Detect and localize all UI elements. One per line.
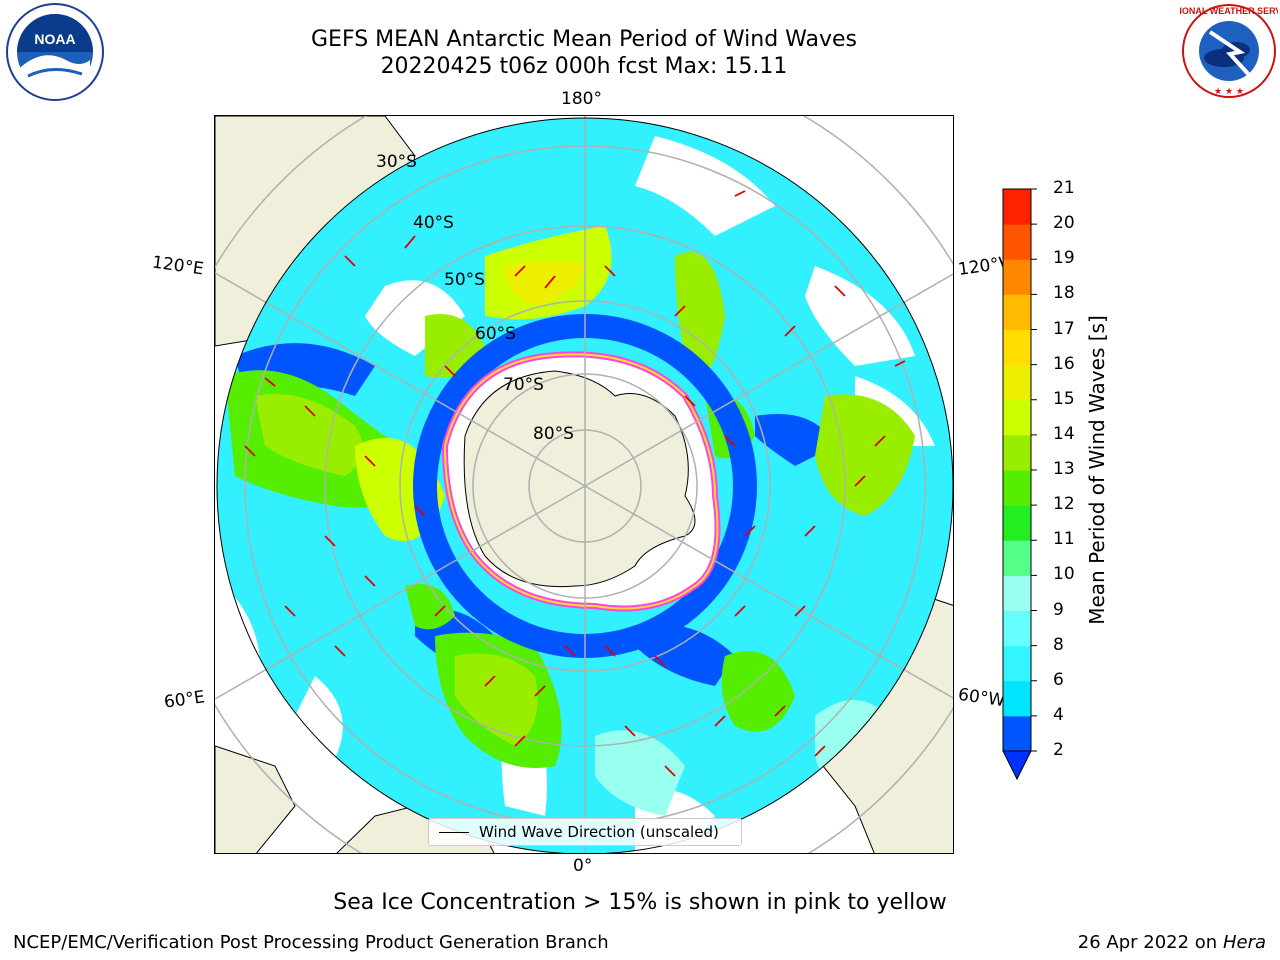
colorbar-band-11 bbox=[1003, 505, 1031, 541]
lat-label-60s: 60°S bbox=[475, 324, 516, 344]
credit-date-text: 26 Apr 2022 on bbox=[1077, 932, 1223, 953]
map-panel bbox=[214, 115, 954, 854]
colorbar-band-14 bbox=[1003, 399, 1031, 436]
lat-label-70s: 70°S bbox=[503, 375, 544, 395]
legend-line-sample bbox=[439, 832, 469, 833]
credit-date: 26 Apr 2022 on Hera bbox=[1078, 932, 1266, 953]
colorbar-tick-label: 20 bbox=[1053, 213, 1075, 234]
colorbar-tick-label: 19 bbox=[1053, 248, 1075, 269]
colorbar-under-arrow bbox=[1002, 750, 1032, 781]
nws-logo-text: NATIONAL WEATHER SERVICE bbox=[1180, 6, 1278, 16]
colorbar-band-16 bbox=[1003, 329, 1031, 366]
colorbar-tick-label: 15 bbox=[1053, 388, 1075, 409]
lat-label-80s: 80°S bbox=[533, 424, 574, 444]
lon-label-0: 0° bbox=[573, 856, 593, 876]
colorbar-band-15 bbox=[1003, 364, 1031, 401]
colorbar-band-10 bbox=[1003, 540, 1031, 576]
colorbar-band-12 bbox=[1003, 470, 1031, 506]
colorbar-tick-label: 14 bbox=[1053, 423, 1075, 444]
chart-title: GEFS MEAN Antarctic Mean Period of Wind … bbox=[311, 27, 857, 52]
colorbar-band-6 bbox=[1003, 645, 1031, 682]
colorbar-tick-label: 17 bbox=[1053, 318, 1075, 339]
colorbar-band-20 bbox=[1003, 189, 1031, 225]
colorbar-tick-label: 11 bbox=[1053, 529, 1075, 550]
noaa-logo: NOAA bbox=[6, 3, 104, 101]
credit-host: Hera bbox=[1222, 932, 1266, 953]
sea-ice-note: Sea Ice Concentration > 15% is shown in … bbox=[333, 890, 947, 915]
lon-label-60e: 60°E bbox=[162, 687, 207, 713]
nws-logo: NATIONAL WEATHER SERVICE ★ ★ ★ bbox=[1180, 4, 1278, 98]
lon-label-60w: 60°W bbox=[956, 684, 1007, 712]
colorbar-tick-label: 6 bbox=[1053, 669, 1064, 690]
legend-label: Wind Wave Direction (unscaled) bbox=[479, 823, 719, 841]
lat-label-50s: 50°S bbox=[444, 270, 485, 290]
colorbar-tick-label: 21 bbox=[1053, 178, 1075, 198]
colorbar-band-18 bbox=[1003, 259, 1031, 295]
svg-text:★ ★ ★: ★ ★ ★ bbox=[1214, 87, 1244, 97]
colorbar-tick-label: 2 bbox=[1053, 740, 1064, 760]
colorbar-tick-label: 18 bbox=[1053, 283, 1075, 304]
colorbar-label: Mean Period of Wind Waves [s] bbox=[1085, 315, 1109, 625]
colorbar-tick-label: 4 bbox=[1053, 704, 1064, 725]
credit-branch: NCEP/EMC/Verification Post Processing Pr… bbox=[13, 932, 609, 953]
colorbar-band-9 bbox=[1003, 575, 1031, 611]
colorbar-tick-label: 13 bbox=[1053, 459, 1075, 479]
lon-label-120e: 120°E bbox=[150, 252, 205, 280]
graticule bbox=[215, 116, 953, 853]
colorbar bbox=[1002, 188, 1037, 781]
colorbar-band-19 bbox=[1003, 224, 1031, 260]
lat-label-40s: 40°S bbox=[413, 213, 454, 233]
colorbar-band-17 bbox=[1003, 294, 1031, 330]
chart-subtitle: 20220425 t06z 000h fcst Max: 15.11 bbox=[380, 54, 788, 79]
colorbar-band-8 bbox=[1003, 610, 1031, 647]
colorbar-tick-label: 8 bbox=[1053, 634, 1064, 655]
colorbar-band-4 bbox=[1003, 680, 1031, 717]
colorbar-tick-label: 12 bbox=[1053, 494, 1075, 515]
colorbar-tick-label: 16 bbox=[1053, 353, 1075, 374]
polar-map bbox=[215, 116, 953, 853]
colorbar-band-2 bbox=[1003, 715, 1031, 752]
colorbar-tick-label: 10 bbox=[1053, 564, 1075, 585]
lat-label-30s: 30°S bbox=[376, 152, 417, 172]
colorbar-tick-label: 9 bbox=[1053, 599, 1064, 620]
noaa-logo-text: NOAA bbox=[34, 31, 75, 47]
lon-label-180: 180° bbox=[561, 89, 602, 109]
wind-wave-arrows bbox=[244, 190, 906, 777]
map-legend: Wind Wave Direction (unscaled) bbox=[428, 818, 742, 846]
colorbar-band-13 bbox=[1003, 434, 1031, 471]
